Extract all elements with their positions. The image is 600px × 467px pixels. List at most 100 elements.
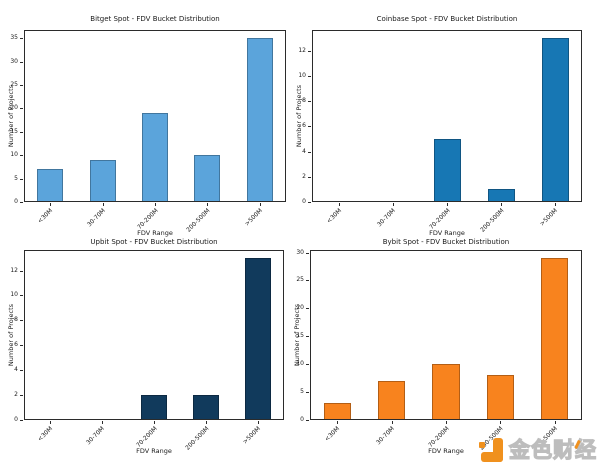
x-tick-label: <30M <box>36 425 55 443</box>
x-tick-mark <box>337 421 339 424</box>
y-tick-mark <box>20 295 23 297</box>
bar->500M <box>246 38 273 202</box>
x-tick-label: <30M <box>325 207 344 225</box>
y-tick-label: 4 <box>14 366 18 374</box>
y-tick-label: 15 <box>10 127 18 135</box>
y-tick-mark <box>308 202 311 203</box>
x-tick-mark <box>554 421 556 424</box>
bar-70-200M <box>141 113 169 202</box>
y-tick-label: 15 <box>296 332 304 340</box>
x-tick-label: >500M <box>538 207 560 228</box>
y-axis-label: Number of Projects <box>293 303 301 367</box>
y-tick-mark <box>20 270 23 272</box>
y-tick-label: 5 <box>14 174 18 182</box>
x-tick-label: <30M <box>36 207 55 225</box>
y-tick-mark <box>306 364 309 366</box>
y-tick-label: 20 <box>296 304 304 312</box>
chart-title: Bybit Spot - FDV Bucket Distribution <box>382 238 510 246</box>
y-tick-mark <box>306 392 309 394</box>
logo-block-small <box>479 442 485 448</box>
x-tick-mark <box>206 421 207 424</box>
watermark-jinse: 金色财经 <box>479 438 597 462</box>
y-tick-label: 2 <box>14 391 18 399</box>
chart-title: Bitget Spot - FDV Bucket Distribution <box>90 15 220 23</box>
x-tick-mark <box>259 203 261 206</box>
x-tick-label: <30M <box>323 425 342 443</box>
y-tick-label: 8 <box>302 97 306 105</box>
x-tick-label: 30-70M <box>85 425 107 447</box>
x-tick-label: 200-500M <box>183 425 211 452</box>
x-tick-mark <box>258 421 259 424</box>
x-tick-label: >500M <box>538 425 560 446</box>
x-tick-mark <box>391 421 393 424</box>
y-tick-label: 30 <box>10 57 18 65</box>
bar-30-70M <box>89 159 116 202</box>
y-tick-mark <box>308 126 311 128</box>
y-tick-mark <box>20 345 23 347</box>
bar->500M <box>541 258 569 420</box>
x-tick-label: 70-200M <box>135 207 160 231</box>
x-tick-mark <box>50 421 51 424</box>
x-axis-label: FDV Range <box>428 447 464 455</box>
plot-area <box>312 30 582 202</box>
x-tick-mark <box>393 203 394 206</box>
y-tick-label: 25 <box>296 276 304 284</box>
bar-70-200M <box>432 364 460 420</box>
logo-block-vertical <box>493 438 503 462</box>
y-tick-mark <box>308 50 311 52</box>
y-tick-mark <box>20 38 23 40</box>
y-axis-label: Number of Projects <box>7 303 15 367</box>
y-tick-label: 12 <box>10 266 18 274</box>
watermark-text-wrap: 金色财经 <box>508 437 597 462</box>
y-tick-mark <box>20 155 23 157</box>
x-tick-mark <box>102 421 103 424</box>
y-tick-label: 30 <box>296 248 304 256</box>
y-tick-label: 12 <box>298 46 306 54</box>
y-tick-label: 10 <box>298 71 306 79</box>
y-tick-label: 2 <box>302 172 306 180</box>
bar-<30M <box>323 403 351 420</box>
x-tick-label: >500M <box>243 207 265 228</box>
y-tick-mark <box>20 395 23 397</box>
watermark-text: 金色财经 <box>508 437 597 462</box>
bar-30-70M <box>378 380 406 420</box>
y-tick-mark <box>308 151 311 153</box>
bar-200-500M <box>193 395 219 420</box>
y-tick-label: 0 <box>302 198 306 205</box>
x-tick-mark <box>555 203 556 206</box>
x-tick-mark <box>155 203 156 206</box>
x-tick-mark <box>446 421 447 424</box>
y-axis-label: Number of Projects <box>7 84 15 148</box>
y-tick-mark <box>306 280 309 282</box>
y-tick-mark <box>306 420 309 421</box>
y-tick-label: 25 <box>10 80 18 88</box>
y-tick-label: 10 <box>10 291 18 299</box>
y-tick-mark <box>306 336 309 338</box>
jinse-logo-icon <box>479 438 503 462</box>
bar-70-200M <box>141 395 167 420</box>
y-tick-label: 10 <box>296 360 304 368</box>
y-tick-mark <box>20 131 23 133</box>
y-tick-label: 8 <box>14 316 18 324</box>
y-tick-mark <box>20 61 23 63</box>
logo-block-horizontal <box>481 452 503 462</box>
x-tick-label: 70-200M <box>426 425 451 449</box>
y-axis-label: Number of Projects <box>295 84 303 148</box>
x-tick-label: 30-70M <box>374 425 396 447</box>
x-tick-label: 200-500M <box>478 207 506 234</box>
y-tick-label: 6 <box>302 122 306 130</box>
x-tick-mark <box>500 421 502 424</box>
x-tick-mark <box>339 203 340 206</box>
x-axis-label: FDV Range <box>429 229 465 237</box>
x-tick-label: 200-500M <box>478 425 505 452</box>
x-tick-label: 30-70M <box>376 207 398 229</box>
chart-title: Upbit Spot - FDV Bucket Distribution <box>90 238 218 246</box>
y-tick-label: 10 <box>10 151 18 159</box>
bar-200-500M <box>486 375 514 420</box>
bar->500M <box>541 38 569 202</box>
x-tick-label: 70-200M <box>427 207 452 231</box>
x-tick-mark <box>154 421 155 424</box>
x-axis-label: FDV Range <box>137 229 173 237</box>
